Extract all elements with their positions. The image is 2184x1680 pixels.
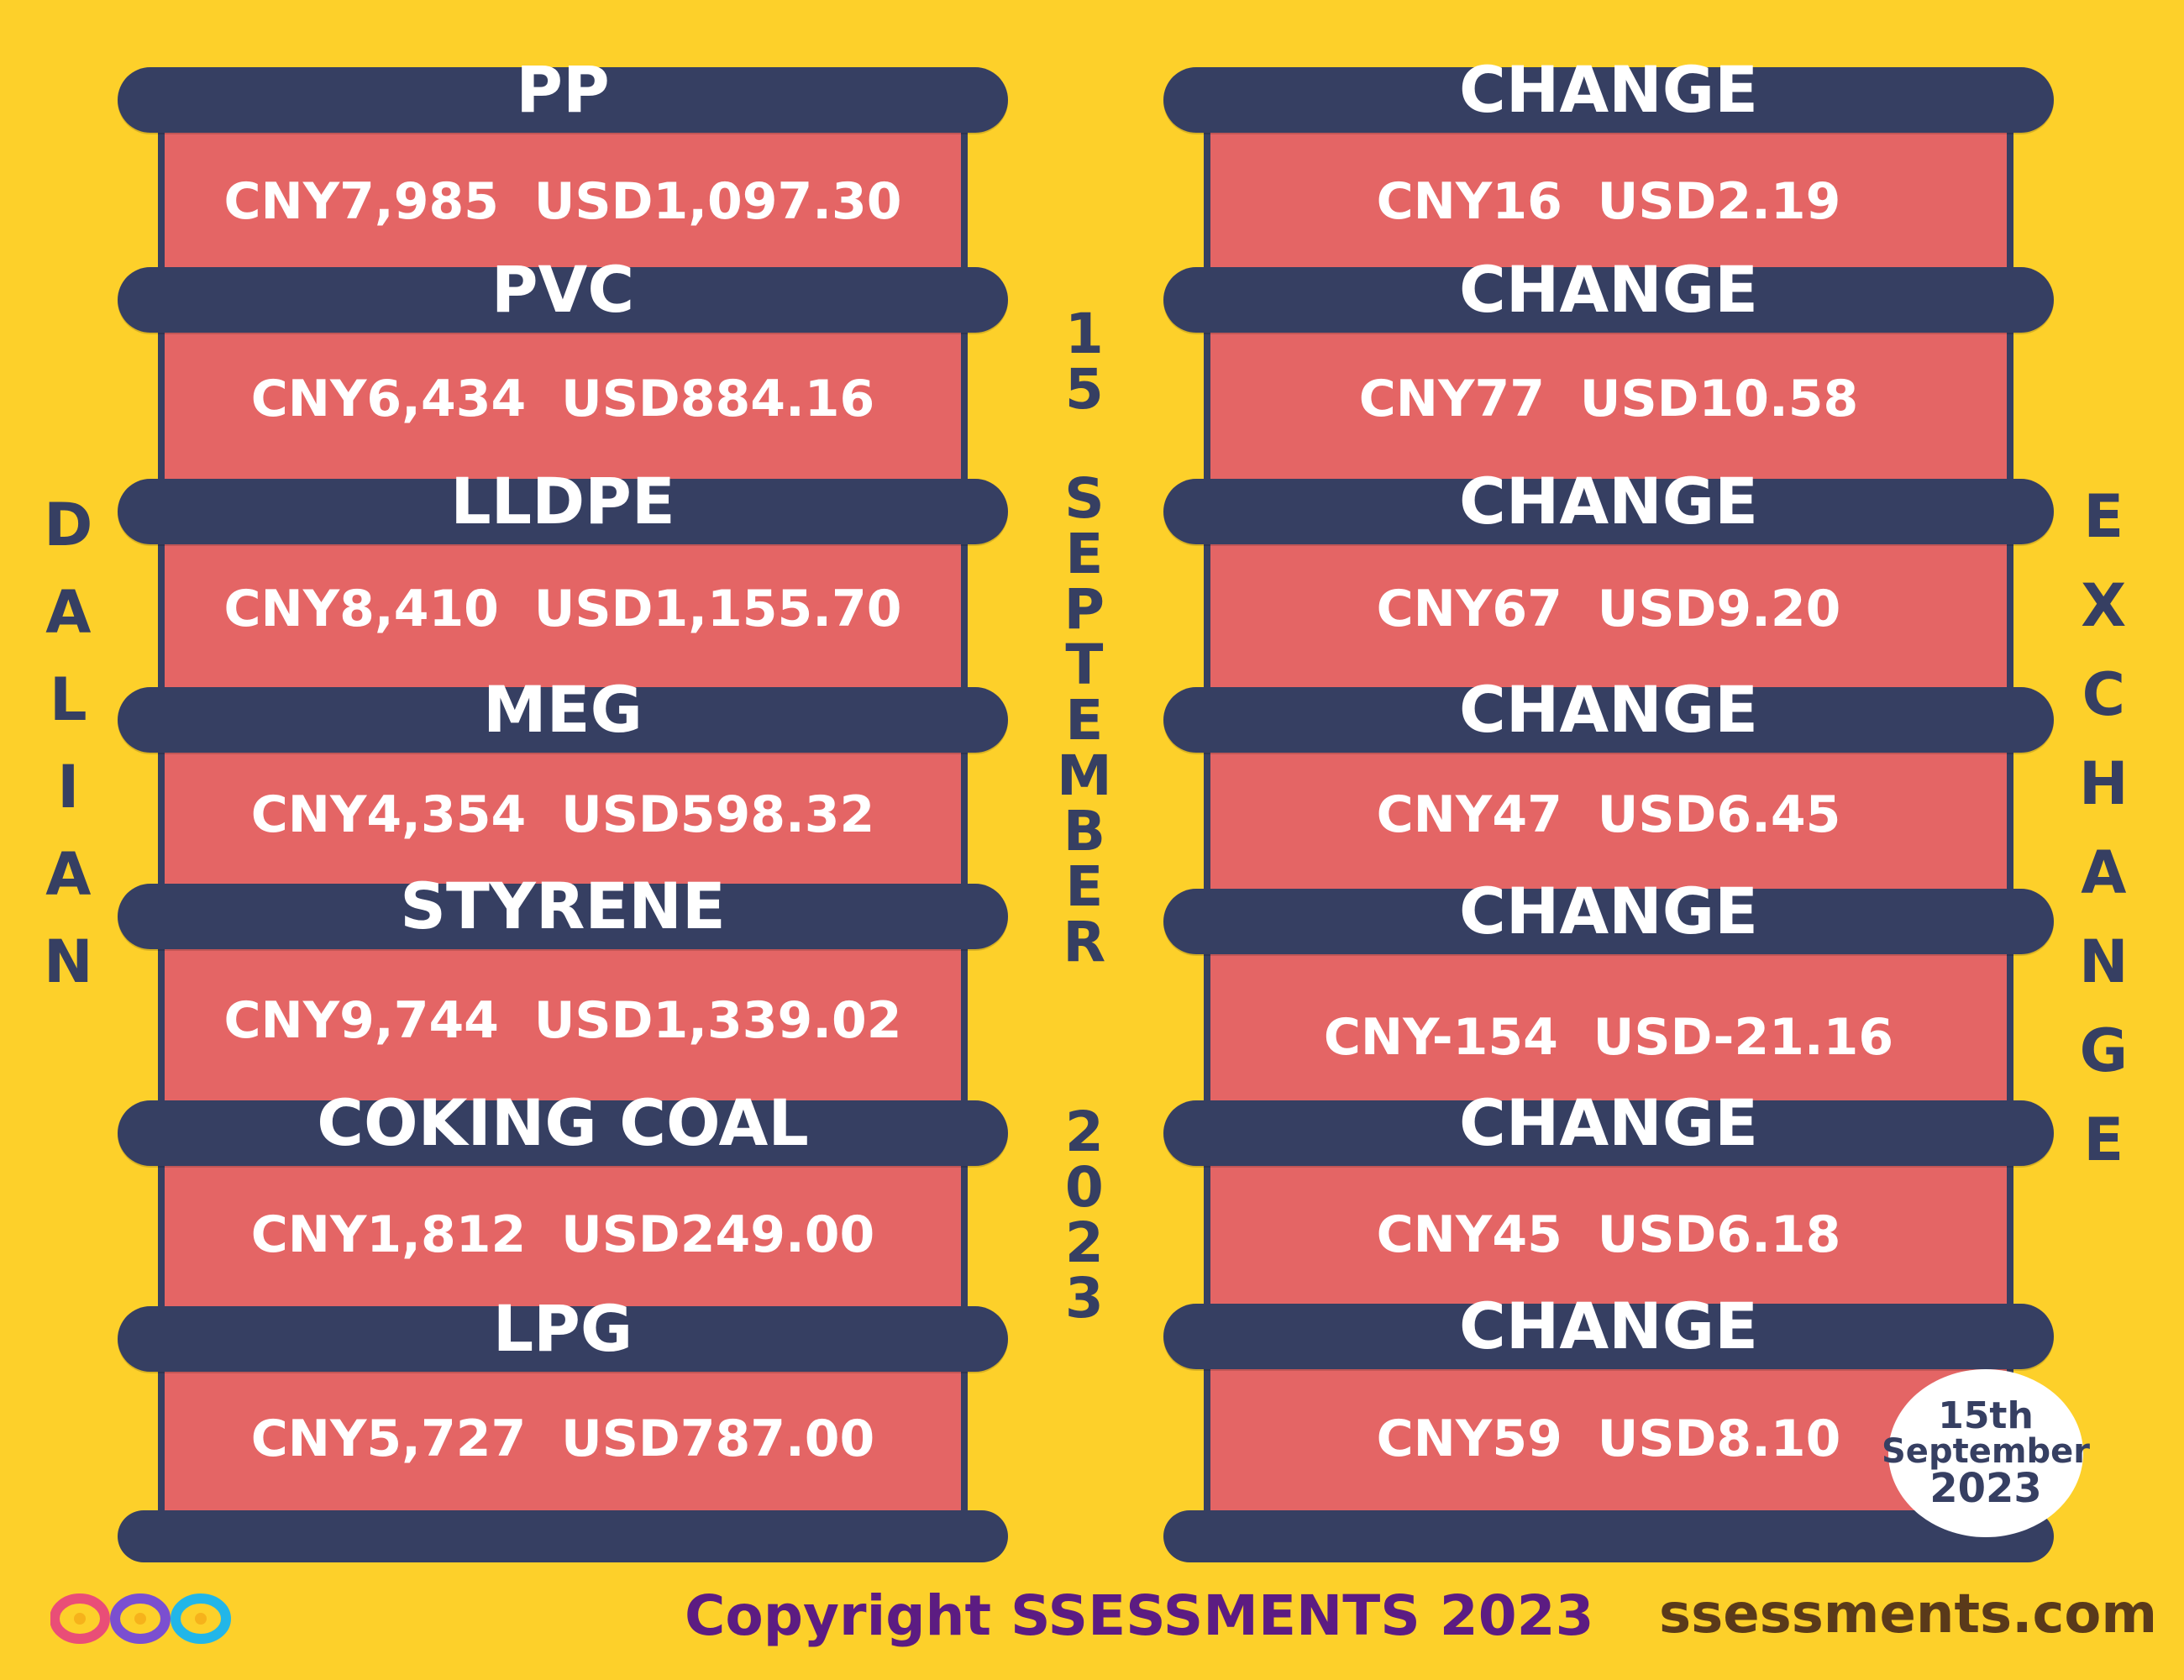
- price-panel-lldpe: CNY8,410 USD1,155.70: [158, 521, 968, 697]
- copyright-text: Copyright SSESSMENTS 2023: [685, 1583, 1594, 1648]
- change-label: CHANGE: [1458, 1085, 1759, 1160]
- vertical-letter: L: [49, 665, 87, 734]
- badge-year: 2023: [1929, 1465, 2042, 1512]
- date-month-letter: E: [1065, 854, 1104, 919]
- change-panel-coking-coal: CNY45 USD6.18: [1204, 1147, 2013, 1323]
- date-badge: 15th September 2023: [1882, 1369, 2090, 1537]
- date-day-letter: 1: [1064, 302, 1104, 366]
- commodity-name: PP: [516, 52, 610, 127]
- price-panel-meg: CNY4,354 USD598.32: [158, 731, 968, 899]
- commodity-header-pp: PP: [118, 58, 1008, 133]
- change-label: CHANGE: [1458, 874, 1759, 948]
- vertical-letter: N: [2079, 927, 2129, 996]
- vertical-letter: A: [45, 578, 92, 647]
- commodity-header-lpg: LPG: [118, 1297, 1008, 1372]
- website-link[interactable]: ssessments.com: [1659, 1583, 2158, 1646]
- vertical-letter: A: [45, 840, 92, 909]
- change-panel-pvc: CNY77 USD10.58: [1204, 311, 2013, 487]
- date-month-letter: R: [1063, 910, 1106, 974]
- price-panel-coking-coal: CNY1,812 USD249.00: [158, 1147, 968, 1323]
- change-label: CHANGE: [1458, 252, 1759, 327]
- vertical-letter: E: [2083, 1105, 2124, 1174]
- badge-month: September: [1882, 1432, 2090, 1471]
- commodity-name: LPG: [492, 1291, 633, 1366]
- price-panel-styrene: CNY9,744 USD1,339.02: [158, 928, 968, 1113]
- date-year-letter: 0: [1064, 1155, 1104, 1220]
- column-base-bar: [1163, 1510, 2054, 1562]
- date-month-letter: B: [1063, 799, 1105, 864]
- commodity-name: MEG: [483, 672, 643, 747]
- change-panel-lpg: CNY59 USD8.10: [1204, 1352, 2013, 1525]
- date-day-letter: 5: [1064, 357, 1104, 422]
- commodity-name: COKING COAL: [317, 1085, 809, 1160]
- price-panel-pp: CNY7,985 USD1,097.30: [158, 118, 968, 286]
- date-month-letter: T: [1065, 633, 1104, 697]
- vertical-letter: X: [2081, 571, 2127, 640]
- date-month-letter: P: [1063, 577, 1105, 642]
- commodity-header-coking-coal: COKING COAL: [118, 1091, 1008, 1166]
- date-year-letter: 3: [1064, 1266, 1104, 1331]
- date-month-letter: M: [1057, 743, 1112, 808]
- vertical-letter: H: [2079, 749, 2129, 818]
- change-header: CHANGE: [1163, 879, 2054, 954]
- change-header: CHANGE: [1163, 258, 2054, 333]
- change-label: CHANGE: [1458, 1289, 1759, 1363]
- commodity-name: STYRENE: [400, 869, 726, 943]
- change-header: CHANGE: [1163, 678, 2054, 753]
- change-label: CHANGE: [1458, 672, 1759, 747]
- vertical-letter: N: [44, 927, 93, 996]
- badge-day: 15th: [1938, 1394, 2034, 1437]
- commodity-header-styrene: STYRENE: [118, 874, 1008, 949]
- vertical-letter: E: [2083, 482, 2124, 551]
- price-panel-lpg: CNY5,727 USD787.00: [158, 1352, 968, 1525]
- vertical-letter: D: [44, 491, 93, 559]
- change-panel-pp: CNY16 USD2.19: [1204, 118, 2013, 286]
- vertical-letter: G: [2079, 1016, 2129, 1085]
- price-panel-pvc: CNY6,434 USD884.16: [158, 311, 968, 487]
- date-month-letter: E: [1065, 688, 1104, 753]
- date-month-letter: E: [1065, 522, 1104, 586]
- commodity-header-pvc: PVC: [118, 258, 1008, 333]
- date-year-letter: 2: [1064, 1210, 1104, 1275]
- change-header: CHANGE: [1163, 470, 2054, 544]
- change-label: CHANGE: [1458, 464, 1759, 538]
- date-year-letter: 2: [1064, 1100, 1104, 1164]
- vertical-letter: A: [2081, 838, 2127, 907]
- commodity-name: PVC: [491, 252, 635, 327]
- vertical-letter: I: [57, 753, 80, 822]
- column-base-bar: [118, 1510, 1008, 1562]
- change-label: CHANGE: [1458, 52, 1759, 127]
- commodity-header-lldpe: LLDPE: [118, 470, 1008, 544]
- change-panel-meg: CNY47 USD6.45: [1204, 731, 2013, 899]
- change-header: CHANGE: [1163, 1294, 2054, 1369]
- date-month-letter: S: [1064, 466, 1105, 531]
- change-panel-lldpe: CNY67 USD9.20: [1204, 521, 2013, 697]
- change-header: CHANGE: [1163, 1091, 2054, 1166]
- ssessments-logo-icon: [50, 1593, 231, 1644]
- change-header: CHANGE: [1163, 58, 2054, 133]
- vertical-letter: C: [2082, 660, 2125, 729]
- commodity-name: LLDPE: [450, 464, 675, 538]
- commodity-header-meg: MEG: [118, 678, 1008, 753]
